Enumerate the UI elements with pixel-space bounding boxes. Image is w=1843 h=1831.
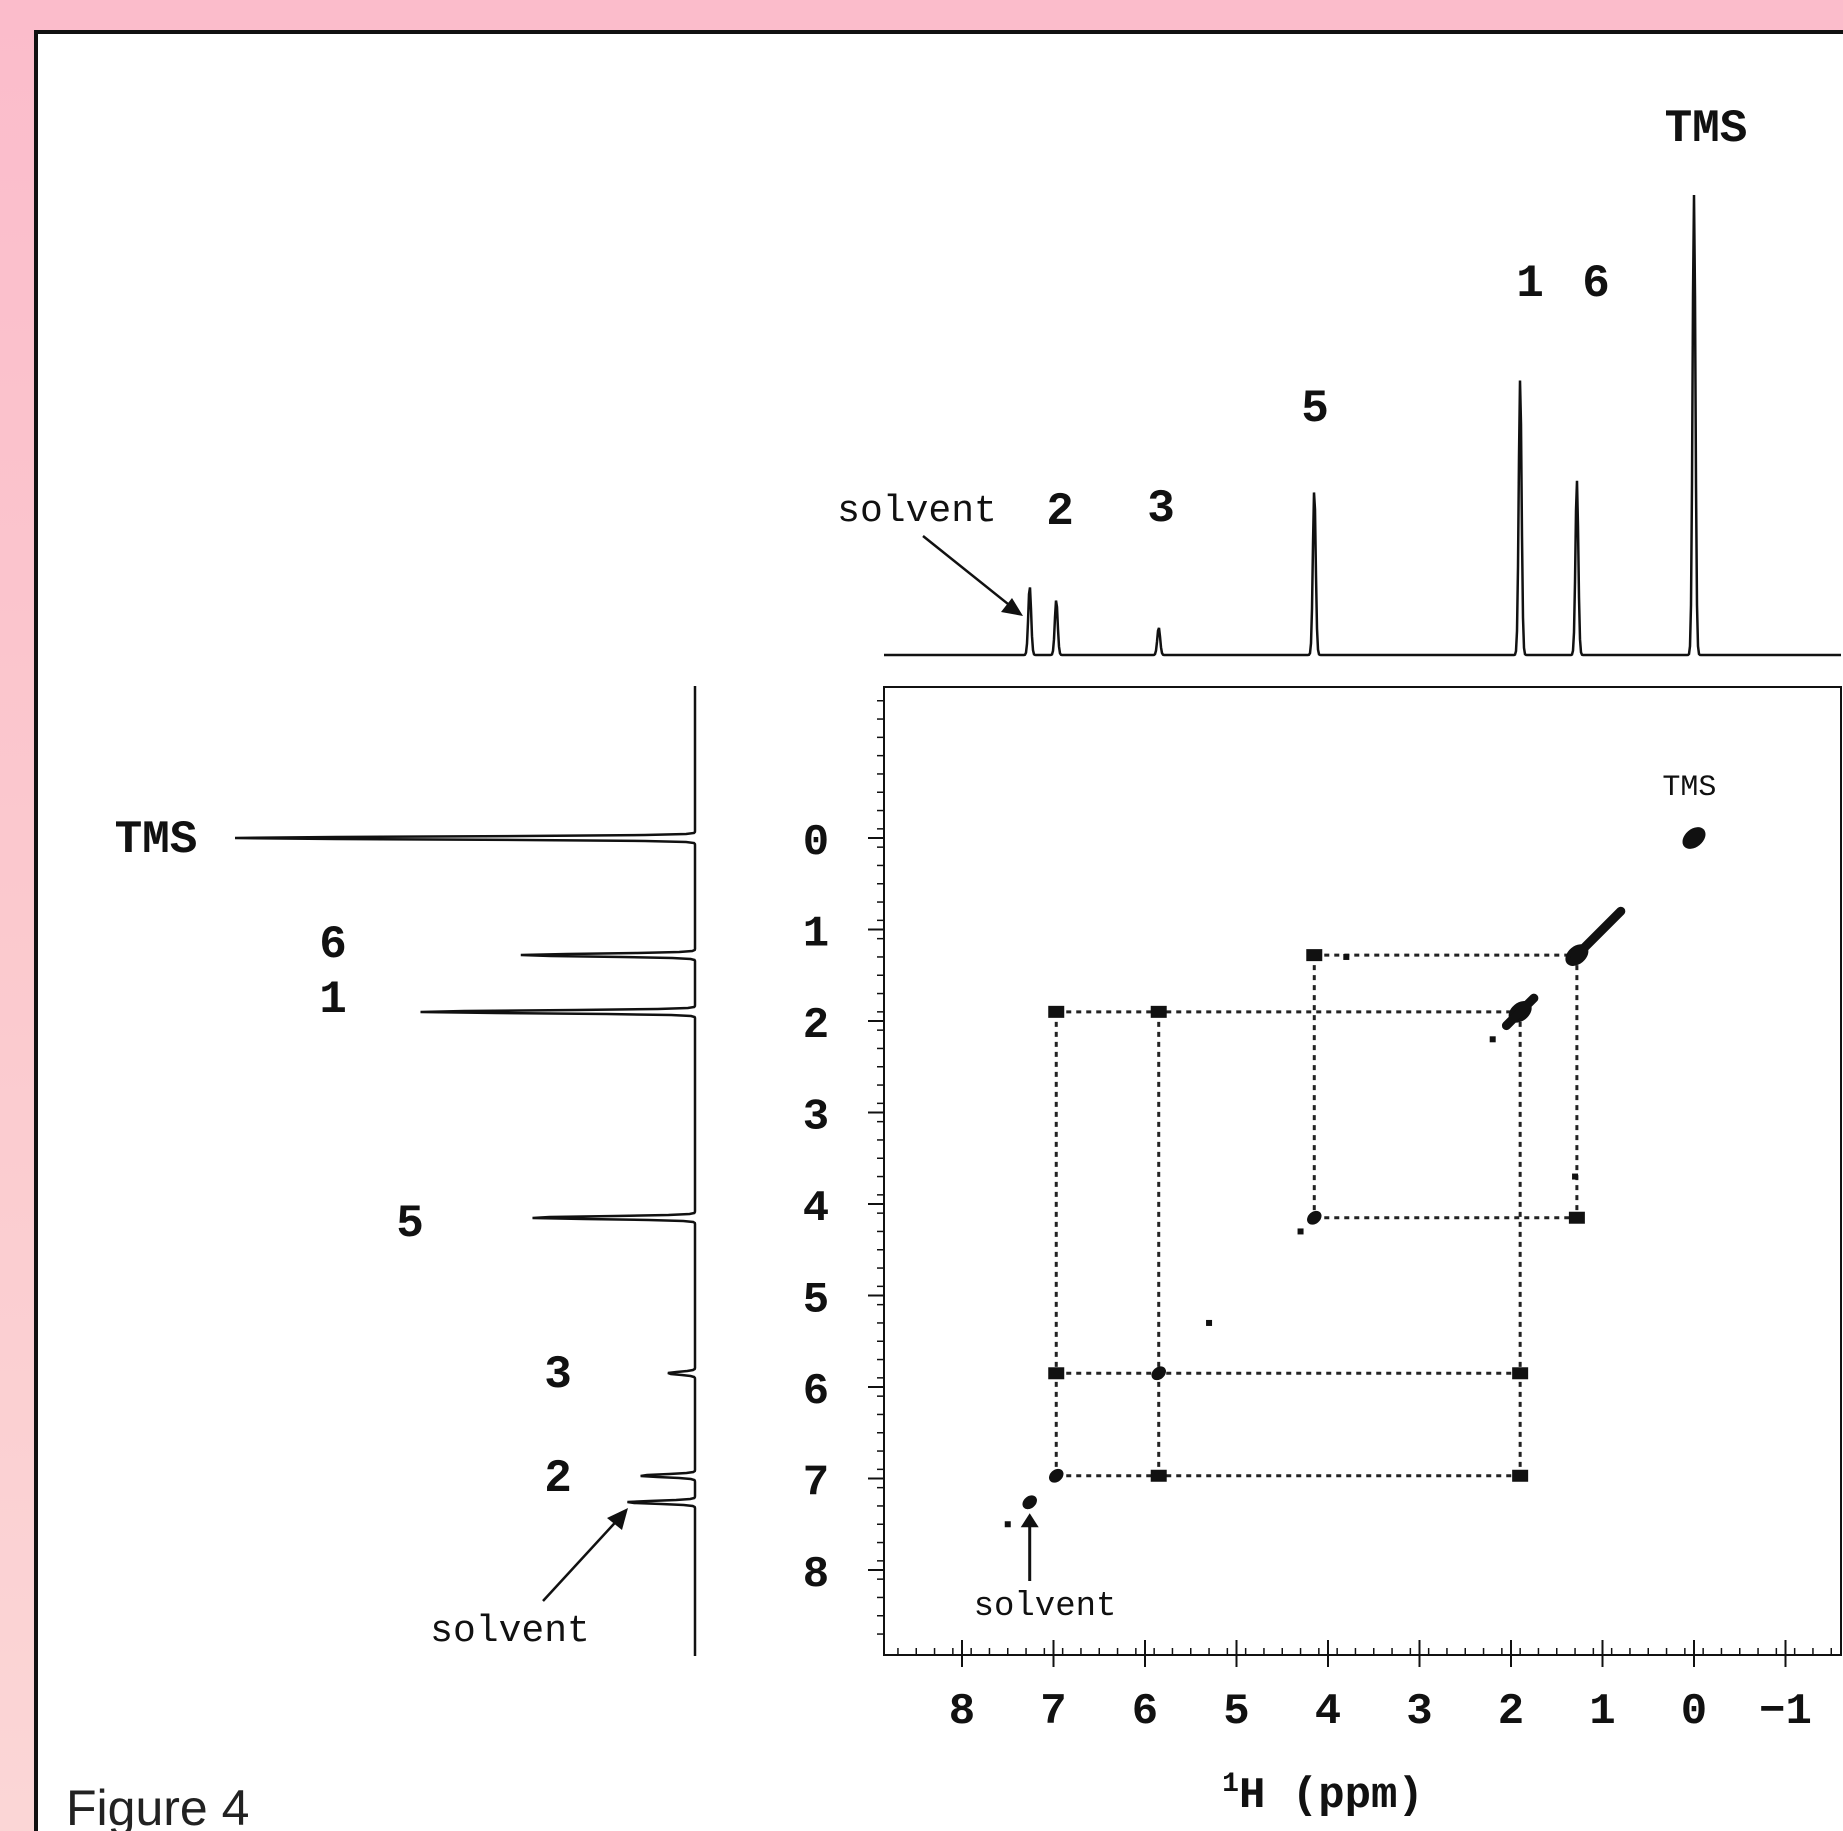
noise-speck xyxy=(1489,1036,1496,1043)
cross-peak xyxy=(1150,1469,1167,1482)
diagonal-peak xyxy=(1307,1210,1322,1225)
top-peak-label-3: 3 xyxy=(1147,483,1175,535)
y-tick-label: 4 xyxy=(803,1184,829,1234)
cross-peak xyxy=(1512,1469,1529,1482)
solvent-left-arrow xyxy=(542,1513,624,1602)
top-peak-label-6: 6 xyxy=(1582,258,1610,310)
x-tick-label: 4 xyxy=(1315,1687,1341,1737)
solvent-2d-label: solvent xyxy=(974,1588,1117,1626)
left-1d-spectrum xyxy=(234,686,697,1656)
cross-peak xyxy=(1568,1211,1585,1224)
cross-peak xyxy=(1048,1005,1065,1018)
y-tick-label: 2 xyxy=(803,1001,829,1051)
figure-frame: 8 7 6 5 4 3 2 1 0 −1 0 1 2 3 4 5 6 7 8 1H (ppm) TMS solvent TM… xyxy=(34,30,1843,1831)
top-peak-label-TMS: TMS xyxy=(1665,103,1748,155)
diagonal-peak xyxy=(1022,1495,1037,1510)
x-tick-label: 0 xyxy=(1681,1687,1707,1737)
x-tick-label: −1 xyxy=(1759,1687,1812,1737)
top-peak-label-2: 2 xyxy=(1046,486,1074,538)
x-tick-label: 7 xyxy=(1040,1687,1066,1737)
solvent-top-arrowhead xyxy=(1001,598,1023,616)
noise-speck xyxy=(1004,1521,1011,1528)
left-peak-label-3: 3 xyxy=(544,1349,572,1401)
left-peak-label-solvent: solvent xyxy=(430,1610,590,1653)
x-tick-label: 2 xyxy=(1498,1687,1524,1737)
y-tick-label: 8 xyxy=(803,1550,829,1600)
left-peak-label-TMS: TMS xyxy=(115,814,198,866)
solvent-top-arrow xyxy=(922,535,1019,613)
left-peak-label-1: 1 xyxy=(319,974,347,1026)
x-tick-label: 5 xyxy=(1223,1687,1249,1737)
cross-peak xyxy=(1512,1367,1529,1380)
noise-speck xyxy=(1206,1319,1213,1326)
cross-peak xyxy=(1150,1005,1167,1018)
x-tick-label: 1 xyxy=(1589,1687,1615,1737)
tms-2d-label: TMS xyxy=(1662,771,1716,805)
y-tick-label: 0 xyxy=(803,818,829,868)
y-tick-label: 6 xyxy=(803,1367,829,1417)
x-axis-label: 1H (ppm) xyxy=(1222,1769,1424,1821)
noise-speck xyxy=(1572,1173,1579,1180)
x-tick-label: 8 xyxy=(949,1687,975,1737)
top-peak-label-5: 5 xyxy=(1301,383,1329,435)
diagonal-streak xyxy=(1570,906,1626,962)
cross-peak xyxy=(1048,1367,1065,1380)
diagonal-peak xyxy=(1682,827,1706,849)
y-tick-label: 1 xyxy=(803,910,829,960)
plot-box xyxy=(883,686,1842,1656)
noise-speck xyxy=(1297,1228,1304,1235)
x-axis-label-nucleus: H (ppm) xyxy=(1239,1771,1424,1821)
y-tick-label: 3 xyxy=(803,1093,829,1143)
left-peak-label-2: 2 xyxy=(544,1453,572,1505)
figure-caption: Figure 4 xyxy=(66,1780,250,1831)
x-tick-label: 6 xyxy=(1132,1687,1158,1737)
noise-speck xyxy=(1343,953,1350,960)
left-peak-label-6: 6 xyxy=(319,919,347,971)
left-peak-label-5: 5 xyxy=(396,1198,424,1250)
top-1d-spectrum xyxy=(884,194,1841,657)
top-peak-label-1: 1 xyxy=(1516,258,1544,310)
solvent-2d-arrowhead xyxy=(1020,1513,1039,1528)
diagonal-peak xyxy=(1049,1468,1064,1483)
top-peak-label-solvent: solvent xyxy=(837,490,997,533)
diagonal-streak xyxy=(1501,993,1539,1031)
diagonal-peak xyxy=(1151,1366,1166,1381)
cross-peak xyxy=(1306,949,1323,962)
x-tick-label: 3 xyxy=(1406,1687,1432,1737)
x-axis-label-superscript: 1 xyxy=(1222,1769,1239,1800)
y-tick-label: 7 xyxy=(803,1459,829,1509)
solvent-left-arrowhead xyxy=(607,1508,628,1530)
y-tick-label: 5 xyxy=(803,1276,829,1326)
